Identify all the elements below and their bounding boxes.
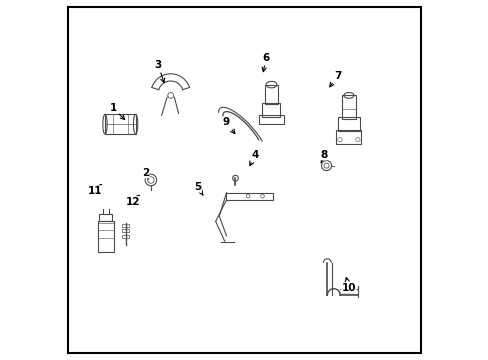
Bar (341, 95, 355, 119)
Text: 11: 11 (88, 184, 102, 196)
Text: 12: 12 (125, 195, 140, 207)
Bar (98, 221, 114, 252)
Text: 8: 8 (320, 150, 326, 163)
Bar (264, 85, 277, 104)
Bar (105, 114, 135, 134)
Text: 2: 2 (142, 168, 149, 179)
Bar (337, 117, 359, 131)
Bar (336, 130, 361, 144)
Text: 10: 10 (341, 278, 355, 293)
Text: 7: 7 (329, 71, 341, 87)
Bar (258, 115, 284, 124)
Text: 1: 1 (109, 103, 124, 120)
Text: 6: 6 (262, 53, 269, 72)
Bar (262, 103, 280, 117)
Bar (122, 224, 129, 227)
Bar (99, 214, 112, 221)
Text: 9: 9 (223, 117, 234, 134)
Text: 5: 5 (194, 182, 203, 195)
Text: 4: 4 (249, 150, 259, 166)
Bar (122, 229, 129, 232)
Text: 3: 3 (154, 60, 164, 82)
Bar (122, 235, 129, 238)
